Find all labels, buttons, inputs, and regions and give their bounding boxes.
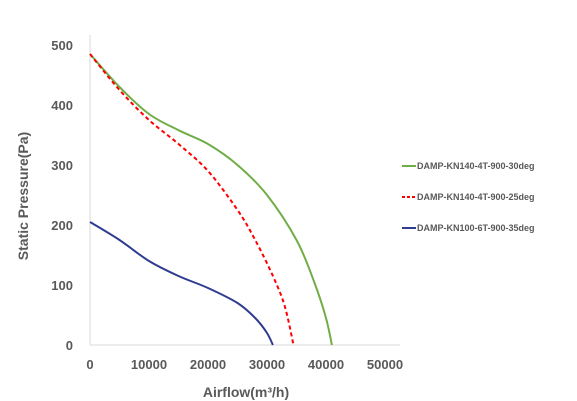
y-tick-label: 100 — [51, 278, 73, 293]
series-line-damp-kn140-4t-900-25deg — [89, 53, 295, 346]
y-tick-label: 400 — [51, 98, 73, 113]
x-tick-label: 50000 — [367, 357, 403, 372]
axes — [89, 35, 400, 346]
series-line-damp-kn100-6t-900-35deg — [89, 221, 274, 346]
legend-label-damp-kn140-4t-900-25deg: DAMP-KN140-4T-900-25deg — [417, 192, 535, 202]
y-tick-label: 200 — [51, 218, 73, 233]
y-axis-label: Static Pressure(Pa) — [15, 132, 31, 260]
series-line-damp-kn140-4t-900-30deg — [89, 53, 333, 346]
legend: DAMP-KN140-4T-900-30deg DAMP-KN140-4T-900… — [402, 161, 535, 233]
x-tick-label: 10000 — [131, 357, 167, 372]
x-tick-label: 40000 — [308, 357, 344, 372]
x-tick-label: 30000 — [249, 357, 285, 372]
legend-label-damp-kn140-4t-900-30deg: DAMP-KN140-4T-900-30deg — [417, 161, 535, 171]
x-tick-label: 20000 — [190, 357, 226, 372]
y-tick-labels: 0 100 200 300 400 500 — [51, 38, 73, 353]
series-lines — [89, 53, 333, 346]
x-tick-label: 0 — [86, 357, 93, 372]
y-tick-label: 500 — [51, 38, 73, 53]
x-tick-labels: 0 10000 20000 30000 40000 50000 — [86, 357, 403, 372]
y-tick-label: 300 — [51, 158, 73, 173]
legend-label-damp-kn100-6t-900-35deg: DAMP-KN100-6T-900-35deg — [417, 223, 535, 233]
y-tick-label: 0 — [66, 338, 73, 353]
x-axis-label: Airflow(m³/h) — [203, 384, 289, 400]
